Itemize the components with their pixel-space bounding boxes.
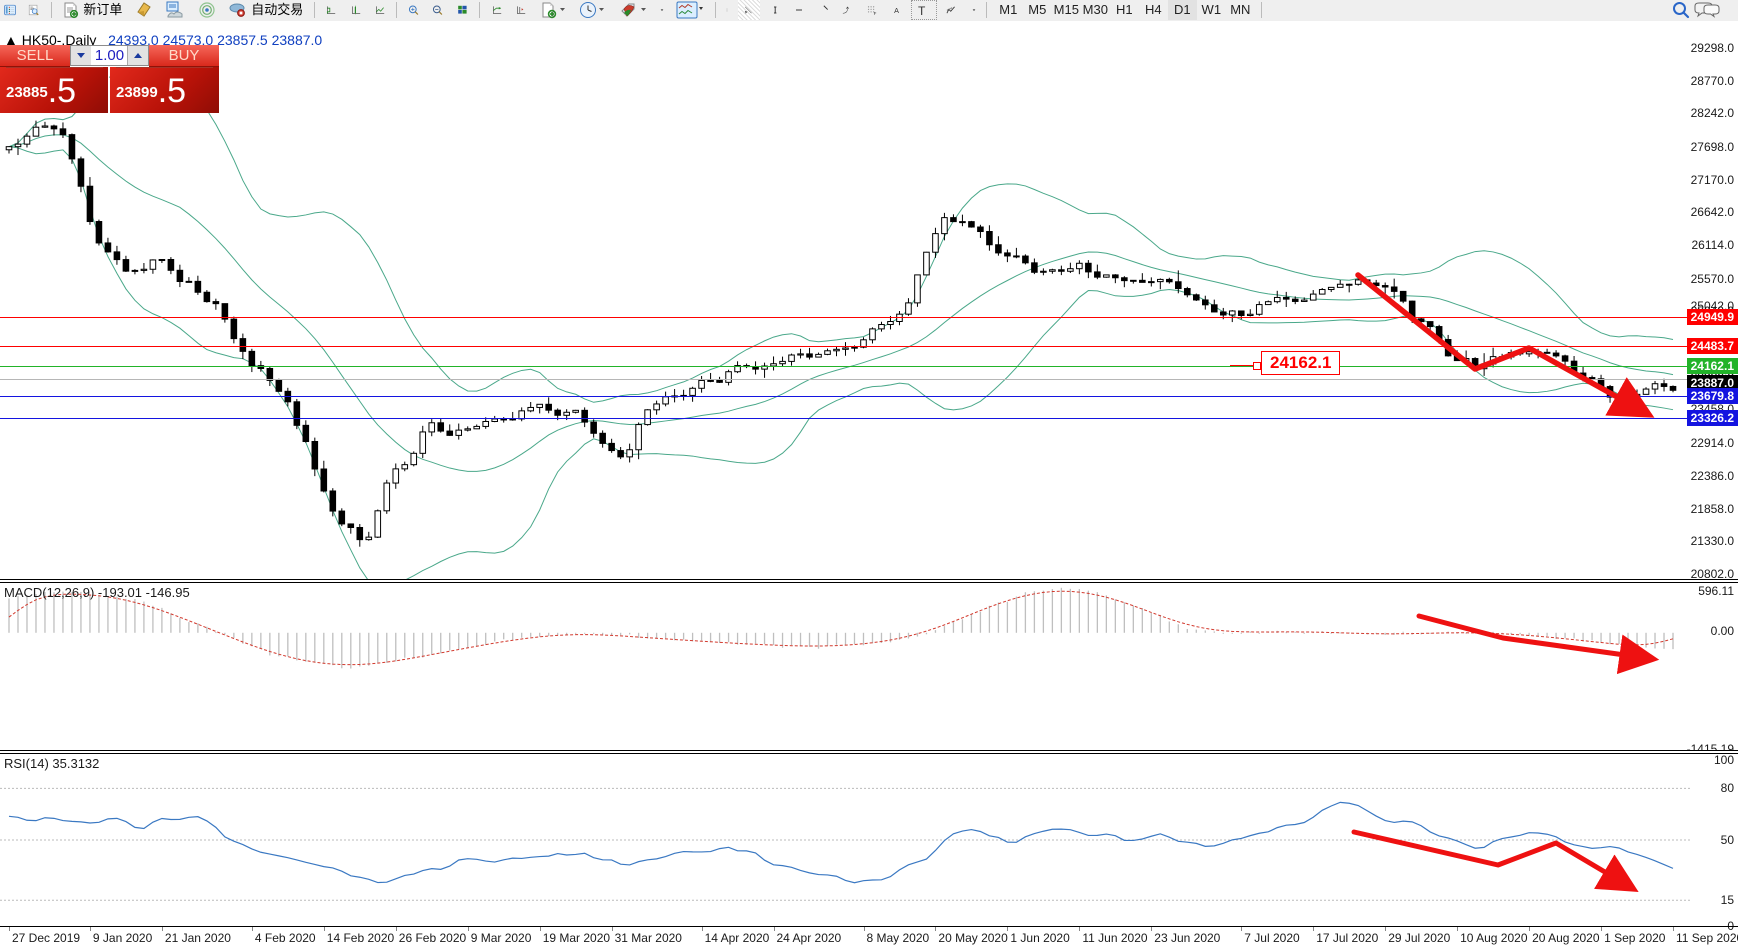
svg-text:T: T: [918, 4, 926, 18]
svg-text:F: F: [874, 11, 877, 16]
svg-text:⤴: ⤴: [842, 5, 849, 14]
svg-text:A: A: [894, 6, 899, 15]
